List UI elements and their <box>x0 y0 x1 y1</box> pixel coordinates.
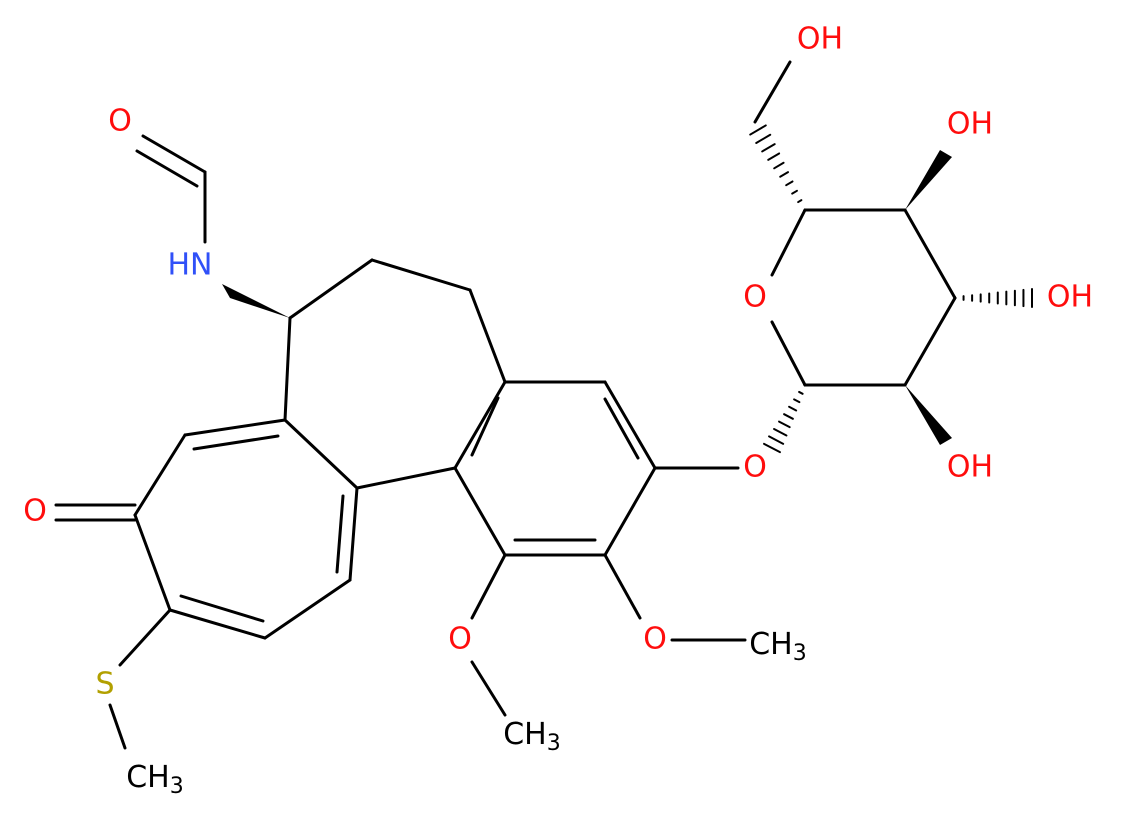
hash-bond <box>763 442 781 454</box>
hash-bond <box>749 124 767 136</box>
hash-bond <box>797 199 803 204</box>
bonds <box>54 60 957 750</box>
wedge-bond <box>905 385 952 445</box>
atom-label: OH <box>947 107 993 142</box>
hash-bond <box>793 398 801 404</box>
atom-label: CH3 <box>749 627 807 667</box>
hash-bond <box>761 143 776 153</box>
hash-bond <box>788 405 798 412</box>
hash-bond <box>783 413 794 420</box>
hash-bond <box>779 171 790 178</box>
hash-bond <box>768 435 785 445</box>
label-main: CH <box>503 717 547 752</box>
hash-bond <box>773 428 788 437</box>
atom-label: O <box>108 104 132 139</box>
atom-label: O <box>743 450 767 485</box>
atom-label: OH <box>797 22 843 57</box>
hash-bond <box>803 383 807 387</box>
hash-bond <box>791 189 798 195</box>
label-main: CH <box>749 627 793 662</box>
hash-bond <box>778 420 791 429</box>
atom-label: O <box>643 622 667 657</box>
hash-bond <box>767 152 781 161</box>
wedge-bond <box>222 284 290 318</box>
atom-label: O <box>743 280 767 315</box>
hash-bond <box>773 161 785 170</box>
atom-label: OH <box>1047 280 1093 315</box>
atom-label: CH3 <box>126 760 184 800</box>
atom-label: CH3 <box>503 717 561 757</box>
wedge-bond <box>905 150 952 210</box>
label-main: CH <box>126 760 170 795</box>
hash-bond <box>803 208 807 212</box>
atom-label: O <box>448 622 472 657</box>
atom-label: OH <box>947 450 993 485</box>
label-subscript: 3 <box>793 641 807 666</box>
hash-bond <box>798 390 804 395</box>
label-subscript: 3 <box>170 774 184 799</box>
atom-label: HN <box>168 248 213 283</box>
hash-bond <box>755 133 772 144</box>
atom-label: S <box>95 667 114 702</box>
label-subscript: 3 <box>547 731 561 756</box>
atom-label: O <box>23 494 47 529</box>
hash-bond <box>785 180 794 187</box>
